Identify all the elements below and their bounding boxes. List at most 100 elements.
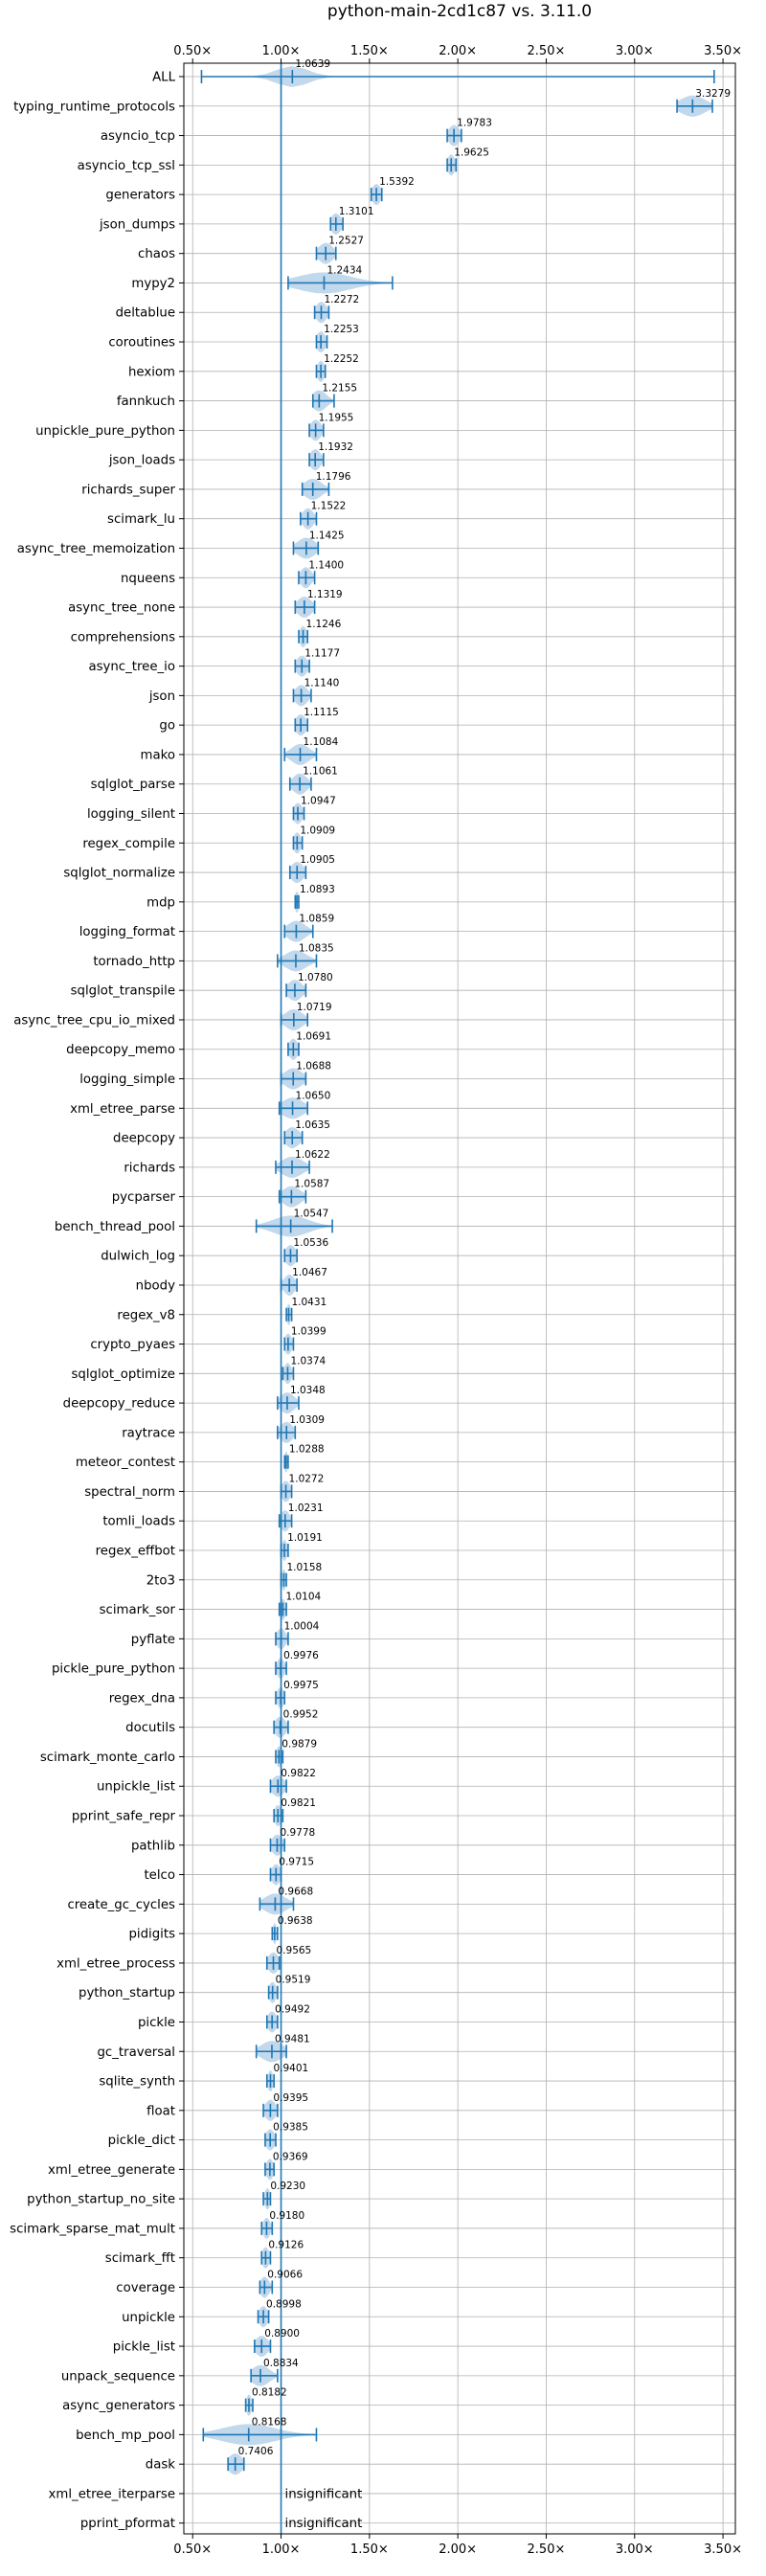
- category-label: async_tree_memoization: [17, 542, 175, 556]
- value-label: 1.1084: [304, 736, 339, 748]
- category-label: sqlglot_transpile: [71, 984, 175, 999]
- x-tick-label-top: 1.50×: [350, 44, 389, 58]
- category-label: tomli_loads: [102, 1515, 175, 1529]
- value-label: 1.0374: [290, 1355, 326, 1367]
- value-label: 1.2272: [324, 294, 359, 305]
- value-label: 1.9625: [454, 147, 489, 158]
- value-label: 1.2155: [322, 383, 357, 395]
- category-label: pidigits: [128, 1928, 175, 1942]
- category-label: xml_etree_parse: [70, 1102, 175, 1117]
- value-label: 1.3101: [339, 206, 374, 217]
- value-label: 0.9821: [281, 1797, 316, 1809]
- category-label: typing_runtime_protocols: [13, 100, 175, 114]
- category-label: coverage: [116, 2281, 175, 2295]
- category-label: sqlglot_parse: [91, 778, 175, 792]
- value-label: 1.1425: [309, 530, 345, 541]
- category-label: generators: [105, 189, 175, 203]
- value-label: 0.9975: [283, 1680, 319, 1691]
- value-label: 1.0905: [300, 854, 335, 866]
- category-label: async_tree_none: [68, 601, 175, 616]
- category-label: sqlglot_optimize: [72, 1367, 176, 1382]
- category-label: pprint_pformat: [80, 2517, 175, 2531]
- value-label: 1.0191: [287, 1532, 323, 1544]
- value-label: 0.9126: [268, 2240, 304, 2251]
- category-label: unpickle: [122, 2311, 175, 2325]
- value-label: 1.0431: [291, 1297, 327, 1308]
- value-label: 1.0399: [291, 1326, 327, 1338]
- value-label: 1.0348: [290, 1385, 326, 1396]
- category-label: json_dumps: [99, 217, 175, 232]
- category-label: sqlglot_normalize: [63, 867, 175, 881]
- value-label: 1.0635: [295, 1119, 330, 1131]
- value-label: 1.0780: [298, 972, 333, 983]
- category-label: asyncio_tcp_ssl: [78, 159, 175, 173]
- category-label: 2to3: [146, 1573, 175, 1588]
- category-label: logging_format: [79, 925, 175, 939]
- value-label: 1.1796: [316, 471, 351, 483]
- category-label: regex_compile: [82, 837, 175, 851]
- category-label: logging_silent: [87, 807, 175, 822]
- category-label: python_startup_no_site: [27, 2193, 175, 2207]
- category-label: meteor_contest: [76, 1456, 175, 1470]
- category-label: json_loads: [108, 454, 175, 468]
- value-label: 1.1140: [304, 677, 340, 689]
- value-label: 1.0639: [295, 58, 330, 70]
- value-label: 1.0467: [292, 1267, 327, 1278]
- category-label: create_gc_cycles: [67, 1898, 175, 1912]
- value-label: 1.0104: [285, 1592, 321, 1603]
- category-label: async_generators: [62, 2399, 175, 2413]
- x-tick-label-top: 3.50×: [704, 44, 742, 58]
- category-label: mypy2: [131, 277, 175, 291]
- value-label: 1.0547: [294, 1208, 329, 1219]
- value-label: 0.9822: [281, 1768, 316, 1779]
- category-label: gc_traversal: [97, 2045, 175, 2060]
- category-label: scimark_sparse_mat_mult: [10, 2222, 175, 2236]
- value-label: 1.0272: [289, 1473, 325, 1484]
- value-label: 1.0947: [301, 796, 336, 807]
- chart-title: python-main-2cd1c87 vs. 3.11.0: [327, 2, 592, 21]
- category-label: raytrace: [122, 1426, 175, 1440]
- category-label: sqlite_synth: [99, 2075, 175, 2090]
- x-tick-label-bottom: 3.50×: [704, 2542, 742, 2557]
- axis-layer: 0.50× 0.50× 1.00× 1.00× 1.50× 1.50× 2.00× 2.00×…: [10, 44, 742, 2557]
- category-label: unpickle_pure_python: [35, 424, 175, 439]
- value-label: 1.2252: [324, 353, 359, 365]
- category-label: scimark_monte_carlo: [40, 1751, 175, 1765]
- value-label: 1.0835: [299, 942, 334, 954]
- x-tick-label-bottom: 0.50×: [173, 2542, 212, 2557]
- value-label: 0.8182: [252, 2387, 287, 2399]
- x-tick-label-top: 3.00×: [616, 44, 654, 58]
- value-label: 1.0231: [288, 1503, 324, 1514]
- category-label: logging_simple: [79, 1073, 175, 1087]
- value-label: 0.9066: [267, 2270, 303, 2281]
- value-label: 1.1061: [303, 766, 338, 778]
- category-label: asyncio_tcp: [101, 129, 175, 144]
- value-label: 0.9230: [270, 2181, 305, 2192]
- category-label: regex_v8: [117, 1308, 175, 1322]
- category-label: mdp: [146, 895, 175, 910]
- value-label: 1.0719: [297, 1002, 332, 1013]
- plot-frame: [183, 62, 736, 2535]
- value-label: 1.1400: [308, 559, 344, 571]
- value-label: 0.9369: [273, 2151, 308, 2162]
- value-label: 0.9385: [273, 2122, 308, 2134]
- value-label: 1.1319: [307, 589, 343, 600]
- category-label: mako: [141, 748, 175, 762]
- value-label: 1.9783: [457, 118, 492, 129]
- value-label: 1.1246: [306, 619, 342, 630]
- value-label: 1.0004: [284, 1620, 320, 1632]
- x-tick-label-bottom: 3.00×: [616, 2542, 654, 2557]
- value-label: 1.0158: [286, 1562, 322, 1573]
- value-label: 0.8900: [264, 2328, 300, 2339]
- category-label: go: [159, 719, 175, 734]
- category-label: xml_etree_process: [56, 1956, 175, 1971]
- value-label: 1.0650: [296, 1090, 331, 1101]
- value-label: 1.0288: [289, 1444, 325, 1456]
- value-label: 1.2527: [328, 236, 364, 247]
- x-tick-label-top: 1.00×: [262, 44, 301, 58]
- value-label: 1.1522: [311, 501, 347, 512]
- value-label: 0.8168: [252, 2416, 287, 2428]
- value-label: 0.7406: [238, 2446, 274, 2457]
- value-label: 3.3279: [695, 88, 731, 100]
